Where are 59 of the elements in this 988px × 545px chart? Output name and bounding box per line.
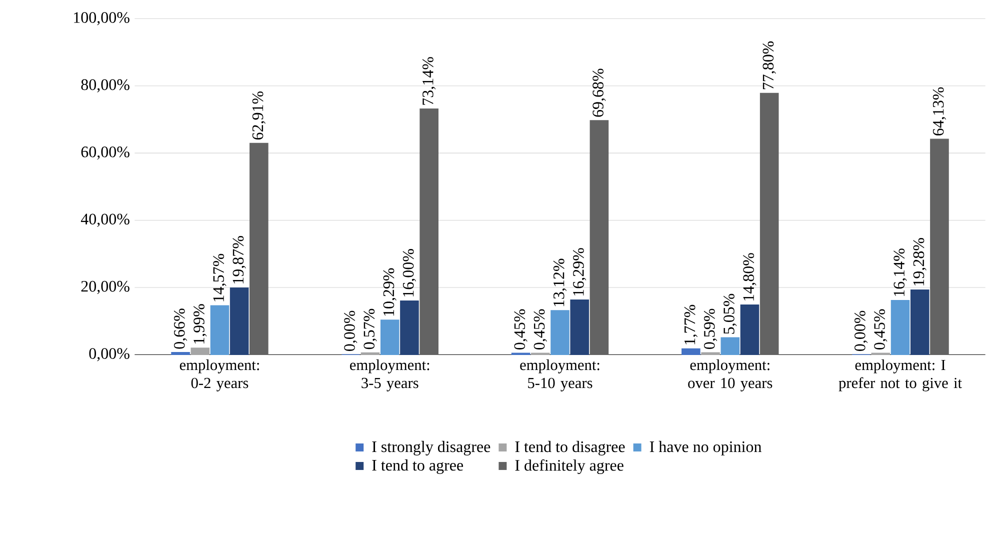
- data-label: 5,05%: [724, 294, 737, 334]
- bar: [210, 305, 230, 355]
- data-label: 10,29%: [383, 268, 396, 316]
- data-label: 0,00%: [344, 310, 358, 351]
- legend-label: I tend to agree: [372, 459, 464, 474]
- bar: [890, 300, 910, 355]
- data-label: 19,87%: [232, 236, 246, 284]
- bar: [230, 287, 249, 355]
- x-tick-label: employment: 0-2 years: [180, 359, 259, 392]
- legend-label: I strongly disagree: [372, 440, 490, 456]
- bar: [760, 92, 779, 355]
- data-label: 16,14%: [894, 248, 907, 296]
- bar: [570, 299, 590, 355]
- bar: [720, 337, 740, 355]
- data-label: 0,66%: [174, 308, 188, 349]
- bar: [171, 352, 190, 355]
- x-tick-label: employment: 5-10 years: [520, 359, 600, 392]
- data-label: 16,00%: [402, 248, 416, 296]
- legend-label: I have no opinion: [650, 440, 762, 456]
- data-label: 77,80%: [762, 41, 776, 89]
- y-tick-label: 80,00%: [81, 79, 130, 92]
- x-tick-label: employment: over 10 years: [688, 359, 772, 392]
- bar: [910, 289, 930, 355]
- data-label: 19,28%: [913, 238, 926, 286]
- data-label: 16,29%: [573, 248, 586, 296]
- bar: [420, 108, 438, 355]
- data-label: 0,57%: [364, 308, 377, 349]
- bar: [380, 320, 400, 355]
- data-label: 0,45%: [874, 309, 888, 350]
- data-label: 1,99%: [194, 304, 207, 344]
- data-label: 14,80%: [743, 252, 756, 300]
- data-label: 64,13%: [932, 87, 946, 136]
- data-label: 62,91%: [252, 91, 266, 140]
- data-label: 13,12%: [553, 258, 567, 306]
- data-label: 1,77%: [684, 304, 698, 344]
- data-label: 0,45%: [514, 309, 528, 350]
- bar: [682, 348, 700, 355]
- data-label: 14,57%: [213, 254, 226, 302]
- x-tick-label: employment: I prefer not to give it: [838, 359, 962, 392]
- bar: [250, 142, 268, 355]
- bar: [550, 310, 570, 355]
- bar: [400, 300, 419, 355]
- bar: [740, 304, 760, 355]
- data-label: 0,00%: [854, 310, 868, 351]
- bar: [190, 347, 210, 355]
- y-tick-label: 20,00%: [81, 280, 130, 294]
- bar: [930, 138, 949, 355]
- y-tick-label: 100,00%: [74, 12, 130, 26]
- legend-label: I tend to disagree: [515, 440, 625, 456]
- y-tick-label: 0,00%: [89, 348, 130, 362]
- legend-label: I definitely agree: [515, 459, 624, 474]
- y-tick-label: 40,00%: [80, 214, 130, 227]
- data-label: 0,59%: [704, 308, 718, 349]
- data-label: 73,14%: [422, 56, 436, 105]
- x-tick-label: employment: 3-5 years: [350, 359, 430, 392]
- bar: [590, 120, 609, 355]
- data-label: 69,68%: [592, 68, 606, 117]
- data-label: 0,45%: [534, 309, 547, 350]
- y-tick-label: 60,00%: [81, 146, 130, 160]
